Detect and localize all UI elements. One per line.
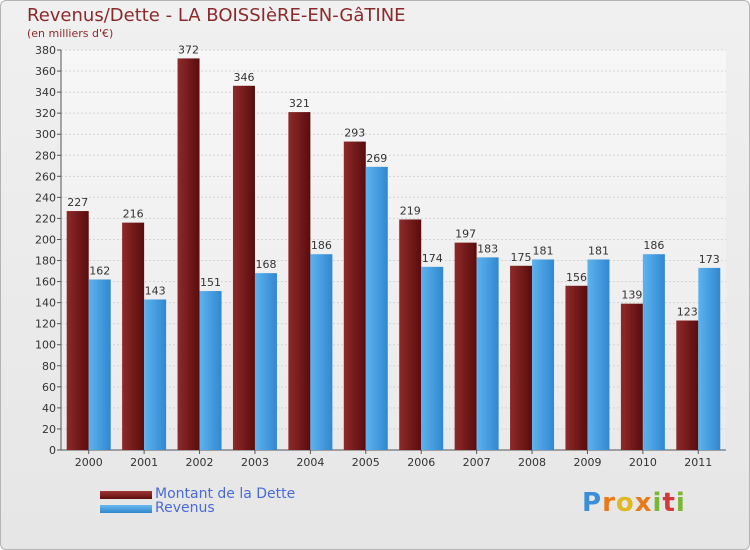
y-tick-label: 360 [35, 65, 56, 78]
bar-dette [122, 222, 145, 450]
y-tick-label: 260 [35, 170, 56, 183]
x-tick-label: 2001 [130, 456, 158, 469]
bar-dette [399, 219, 422, 450]
data-label: 168 [255, 258, 276, 271]
data-label: 174 [422, 252, 443, 265]
chart-subtitle: (en milliers d'€) [27, 27, 114, 40]
bar-revenus [532, 259, 555, 450]
x-tick-label: 2002 [186, 456, 214, 469]
logo-letter: x [634, 488, 653, 518]
chart-title: Revenus/Dette - LA BOISSIèRE-EN-GâTINE [27, 5, 406, 26]
data-label: 293 [344, 127, 365, 140]
bar-dette [510, 265, 533, 450]
data-label: 175 [511, 251, 532, 264]
legend-swatch-dette [100, 491, 152, 499]
bar-dette [620, 303, 643, 450]
y-tick-label: 280 [35, 149, 56, 162]
bar-dette [676, 320, 699, 450]
y-tick-label: 140 [35, 297, 56, 310]
plot-area [61, 50, 726, 450]
y-tick-label: 160 [35, 276, 56, 289]
data-label: 219 [400, 204, 421, 217]
y-tick-label: 320 [35, 107, 56, 120]
bar-dette [177, 58, 200, 450]
bar-revenus [698, 267, 721, 450]
data-label: 321 [289, 97, 310, 110]
logo-letter: r [602, 488, 616, 518]
bar-revenus [421, 266, 444, 450]
data-label: 139 [621, 289, 642, 302]
logo-letter: o [615, 488, 635, 518]
data-label: 151 [200, 276, 221, 289]
data-label: 143 [145, 284, 166, 297]
data-label: 372 [178, 43, 199, 56]
bar-revenus [365, 166, 388, 450]
bar-revenus [587, 259, 610, 450]
x-tick-label: 2010 [629, 456, 657, 469]
bar-dette [232, 85, 255, 450]
bar-dette [66, 211, 89, 450]
x-tick-label: 2008 [518, 456, 546, 469]
data-label: 346 [233, 71, 254, 84]
y-tick-label: 220 [35, 212, 56, 225]
data-label: 123 [677, 306, 698, 319]
data-label: 181 [533, 244, 554, 257]
bar-revenus [144, 299, 167, 450]
y-tick-label: 240 [35, 191, 56, 204]
y-tick-label: 100 [35, 339, 56, 352]
bar-revenus [254, 273, 277, 450]
bar-revenus [199, 291, 222, 450]
x-tick-label: 2011 [684, 456, 712, 469]
data-label: 197 [455, 228, 476, 241]
bar-dette [343, 141, 366, 450]
data-label: 186 [311, 239, 332, 252]
x-tick-label: 2003 [241, 456, 269, 469]
y-tick-label: 120 [35, 318, 56, 331]
y-tick-label: 180 [35, 255, 56, 268]
data-label: 216 [123, 208, 144, 221]
logo-letter: i [675, 488, 686, 518]
proxiti-logo: Proxiti [582, 488, 686, 518]
y-tick-label: 20 [42, 423, 56, 436]
legend-label-revenus: Revenus [155, 500, 215, 516]
y-tick-label: 60 [42, 381, 56, 394]
bar-dette [454, 242, 477, 450]
x-tick-label: 2005 [352, 456, 380, 469]
logo-letter: i [652, 488, 663, 518]
legend-label-dette: Montant de la Dette [155, 486, 296, 502]
data-label: 183 [477, 242, 498, 255]
y-tick-label: 340 [35, 86, 56, 99]
data-label: 186 [643, 239, 664, 252]
bar-revenus [310, 254, 333, 450]
y-tick-label: 380 [35, 44, 56, 57]
y-tick-label: 300 [35, 128, 56, 141]
logo-letter: t [662, 488, 676, 518]
legend-swatch-revenus [100, 505, 152, 513]
x-tick-label: 2000 [75, 456, 103, 469]
bar-revenus [642, 254, 665, 450]
data-label: 227 [67, 196, 88, 209]
y-tick-label: 40 [42, 402, 56, 415]
logo-letter: P [582, 488, 603, 518]
bar-revenus [476, 257, 499, 450]
x-tick-label: 2006 [407, 456, 435, 469]
x-tick-label: 2009 [573, 456, 601, 469]
bar-dette [288, 112, 311, 451]
bar-revenus [88, 279, 111, 450]
data-label: 181 [588, 244, 609, 257]
y-tick-label: 0 [49, 444, 56, 457]
y-tick-label: 200 [35, 233, 56, 246]
x-tick-label: 2004 [296, 456, 324, 469]
data-label: 173 [699, 253, 720, 266]
y-tick-label: 80 [42, 360, 56, 373]
data-label: 162 [89, 264, 110, 277]
data-label: 156 [566, 271, 587, 284]
data-label: 269 [366, 152, 387, 165]
x-tick-label: 2007 [463, 456, 491, 469]
bar-dette [565, 285, 588, 450]
